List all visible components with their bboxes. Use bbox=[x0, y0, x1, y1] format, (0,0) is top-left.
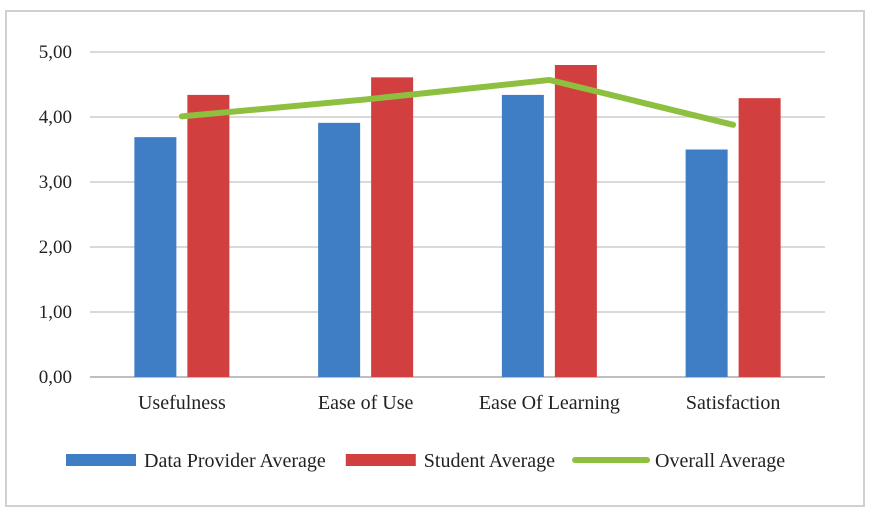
y-tick-label: 5,00 bbox=[39, 42, 72, 63]
legend-label: Overall Average bbox=[655, 450, 785, 472]
overall-line bbox=[178, 76, 737, 128]
bar-student-average-2 bbox=[554, 65, 597, 377]
y-tick-label: 3,00 bbox=[39, 172, 72, 193]
line-overall-average bbox=[178, 76, 737, 128]
x-category-labels: Usefulness Ease of Use Ease Of Learning Sat… bbox=[138, 392, 780, 414]
y-tick-label: 0,00 bbox=[39, 367, 72, 388]
bar-student-average-1 bbox=[371, 77, 414, 377]
y-tick-label: 2,00 bbox=[39, 237, 72, 258]
y-tick-label: 4,00 bbox=[39, 107, 72, 128]
bar-student-average-3 bbox=[738, 98, 781, 378]
x-category-label: Ease Of Learning bbox=[479, 392, 620, 414]
y-tick-labels: 0,00 1,00 2,00 3,00 4,00 5,00 bbox=[39, 42, 72, 388]
y-tick-label: 1,00 bbox=[39, 302, 72, 323]
x-category-label: Ease of Use bbox=[318, 392, 414, 414]
legend-label: Data Provider Average bbox=[144, 450, 326, 472]
bar-data-provider-average-3 bbox=[685, 149, 728, 377]
bars bbox=[134, 65, 781, 378]
bar-student-average-0 bbox=[187, 94, 230, 378]
x-category-label: Satisfaction bbox=[686, 392, 780, 414]
legend-label: Student Average bbox=[424, 450, 555, 472]
legend: Data Provider Average Student Average Over… bbox=[66, 450, 785, 472]
x-category-label: Usefulness bbox=[138, 392, 226, 414]
legend-swatch bbox=[66, 454, 136, 466]
legend-swatch bbox=[345, 454, 416, 466]
bar-data-provider-average-2 bbox=[501, 94, 544, 378]
bar-data-provider-average-0 bbox=[134, 137, 177, 377]
bar-data-provider-average-1 bbox=[318, 122, 361, 377]
